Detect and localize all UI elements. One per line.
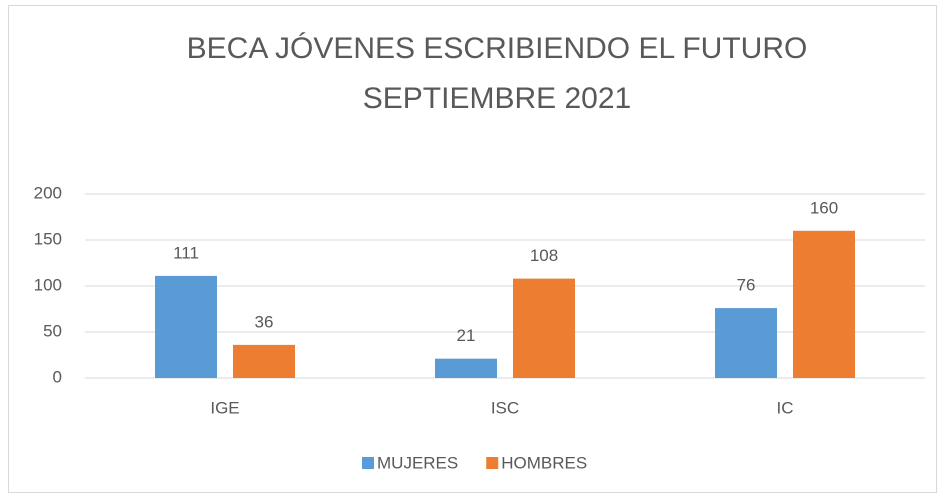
data-label: 160: [810, 198, 838, 217]
x-tick-label: IC: [777, 398, 794, 417]
bar: [793, 230, 855, 378]
y-tick-label: 50: [43, 321, 62, 340]
data-label: 76: [737, 276, 756, 295]
data-label: 111: [173, 243, 199, 262]
x-tick-label: ISC: [491, 398, 519, 417]
legend-swatch: [486, 457, 499, 469]
chart-border: [8, 5, 937, 493]
x-tick-label: IGE: [210, 398, 239, 417]
y-tick-label: 100: [34, 275, 62, 294]
y-tick-label: 150: [34, 229, 62, 248]
bar: [513, 278, 575, 378]
legend-label: MUJERES: [377, 453, 458, 472]
y-tick-label: 0: [53, 367, 62, 386]
bar: [155, 275, 217, 378]
data-label: 36: [255, 312, 274, 331]
data-label: 108: [530, 246, 558, 265]
legend-label: HOMBRES: [501, 453, 587, 472]
y-tick-label: 200: [34, 183, 62, 202]
bar: [435, 358, 497, 378]
bar: [233, 344, 295, 378]
chart-title: BECA JÓVENES ESCRIBIENDO EL FUTURO: [187, 32, 808, 65]
legend-swatch: [362, 457, 374, 469]
data-label: 21: [457, 326, 476, 345]
chart-title: SEPTIEMBRE 2021: [363, 82, 631, 115]
bar: [715, 308, 777, 378]
